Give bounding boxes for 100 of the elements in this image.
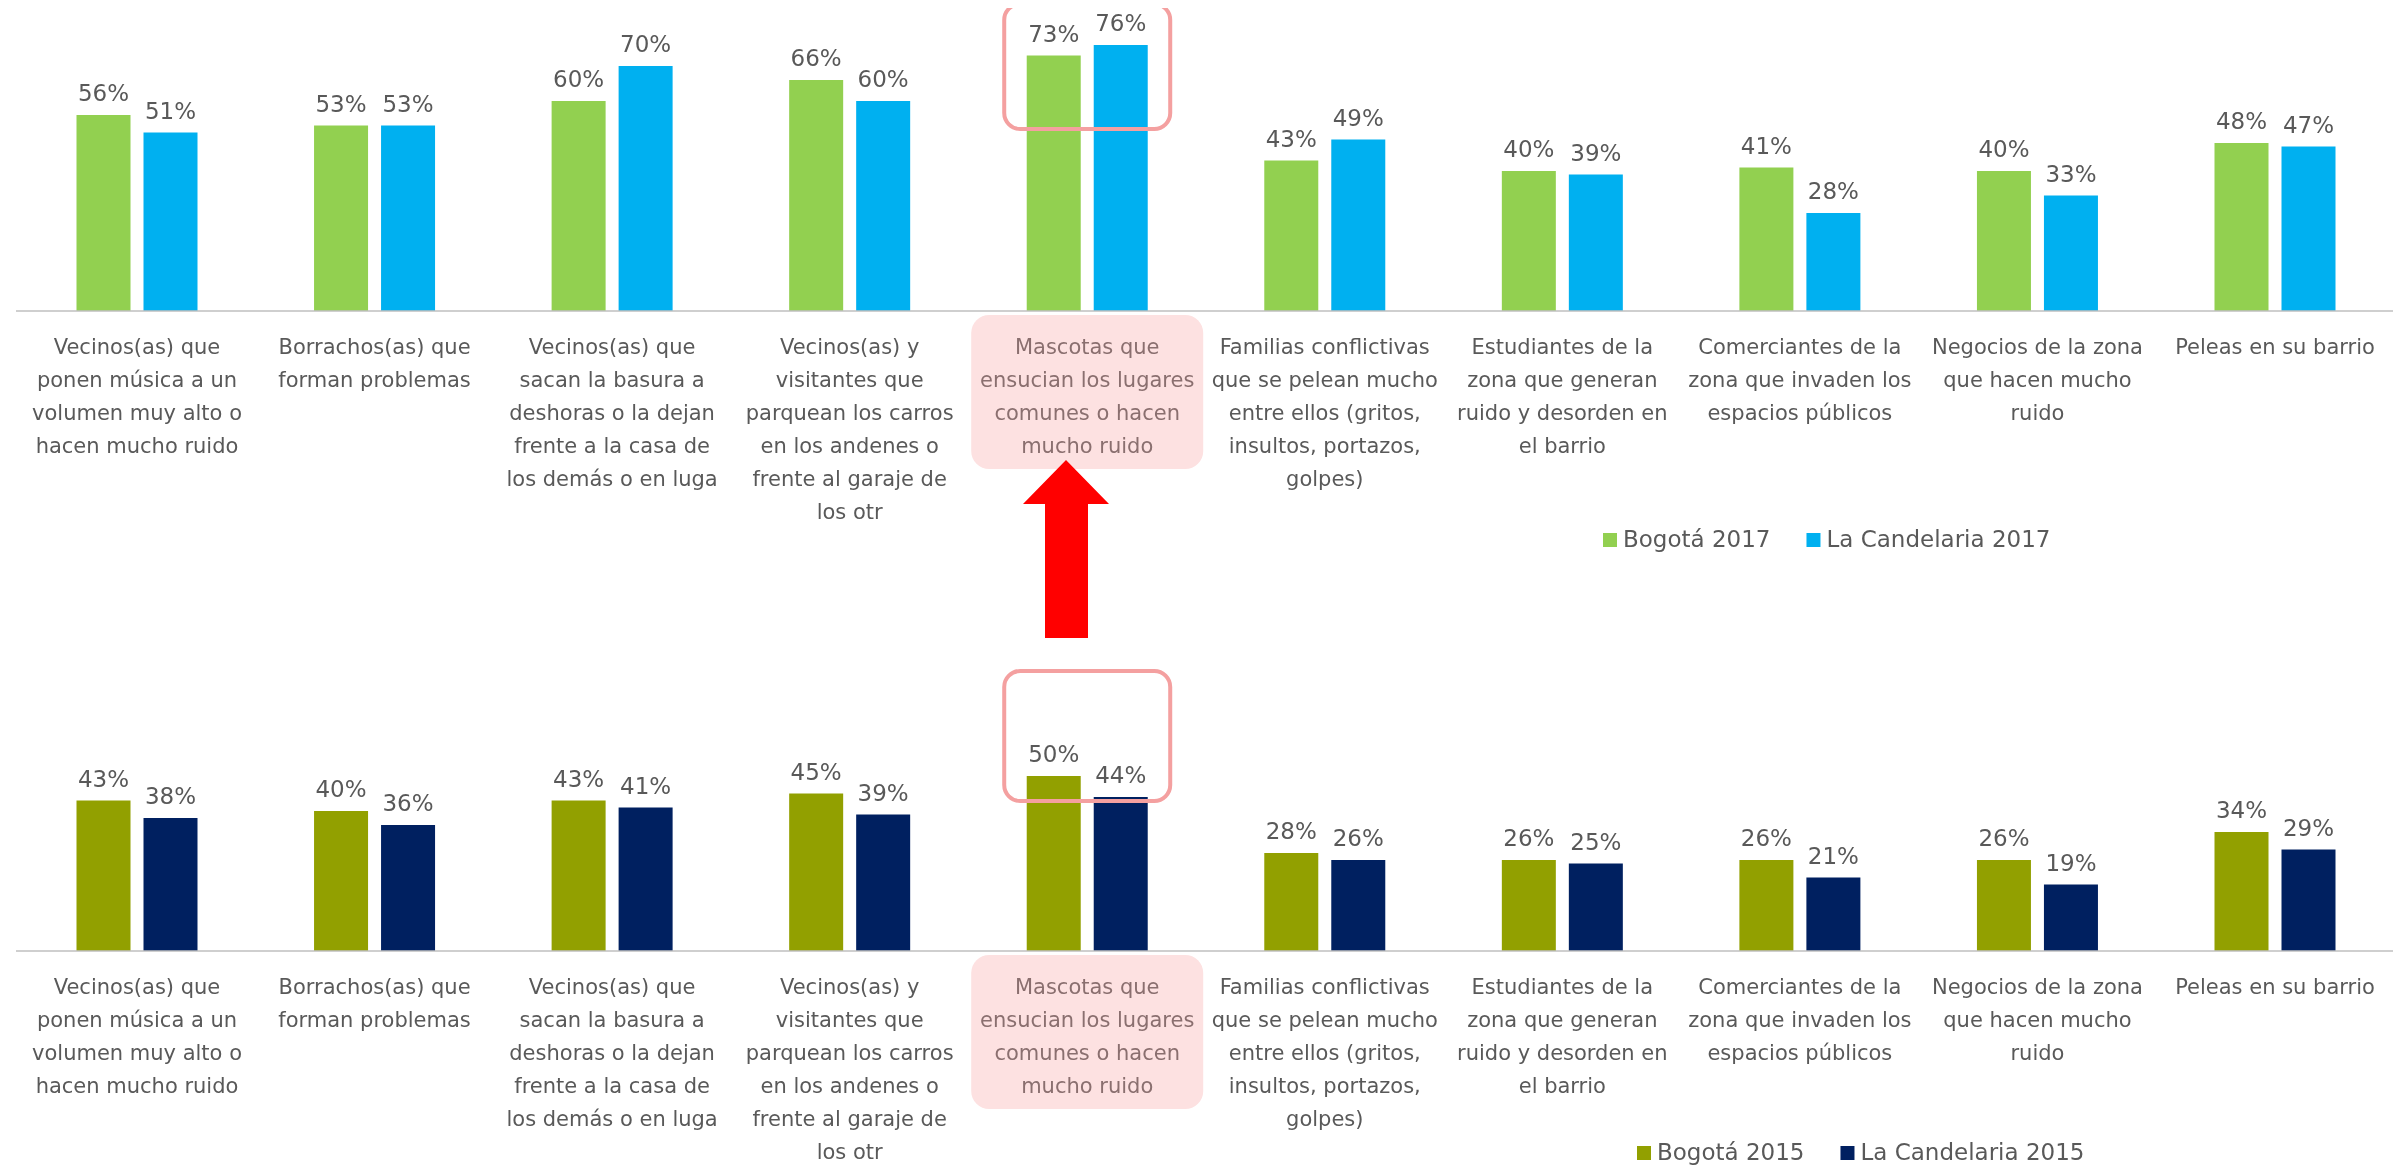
bar	[1093, 45, 1148, 311]
data-label: 28%	[1807, 178, 1859, 204]
x-tick-label: Familias conflictivas que se pelean mucho entre ellos (gritos, insultos, portazos, golpes)	[1211, 975, 1438, 1131]
data-label: 73%	[1028, 20, 1080, 47]
x-tick-label: Estudiantes de la zona que generan ruido y desorden en el barrio	[1457, 335, 1668, 458]
data-label: 26%	[1332, 825, 1384, 851]
x-tick-label: Vecinos(as) que ponen música a un volumen muy alto o hacen mucho ruido	[32, 975, 242, 1098]
bar	[856, 101, 911, 311]
bar	[381, 125, 436, 311]
bar	[2214, 832, 2269, 951]
x-tick-label: Comerciantes de la zona que invaden los espacios públicos	[1688, 335, 1912, 425]
data-label: 43%	[553, 765, 605, 792]
data-label: 70%	[620, 31, 672, 57]
bar	[1568, 863, 1623, 951]
bar	[1331, 139, 1386, 311]
bar	[1739, 167, 1794, 311]
legend-label: La Candelaria 2015	[1860, 1138, 2085, 1165]
data-label: 25%	[1570, 828, 1622, 855]
x-tick-label: Negocios de la zona que hacen mucho ruido	[1931, 975, 2143, 1065]
bar	[381, 825, 436, 951]
bar	[1026, 55, 1081, 311]
bar	[1026, 776, 1081, 951]
bar	[1976, 171, 2031, 311]
bar	[1976, 860, 2031, 951]
x-tick-label: Borrachos(as) que forman problemas	[278, 335, 471, 392]
bar	[1806, 877, 1861, 951]
data-label: 33%	[2045, 160, 2097, 187]
data-label: 53%	[315, 90, 367, 117]
data-label: 49%	[1332, 104, 1384, 131]
data-label: 47%	[2282, 111, 2335, 138]
data-label: 28%	[1265, 818, 1317, 844]
bar	[143, 818, 198, 951]
data-label: 43%	[1265, 125, 1317, 152]
x-tick-label: Comerciantes de la zona que invaden los espacios públicos	[1688, 975, 1912, 1065]
bar	[551, 101, 606, 311]
data-label: 41%	[1740, 132, 1792, 159]
data-label: 43%	[77, 765, 130, 792]
data-label: 19%	[2045, 849, 2097, 876]
x-tick-label: Mascotas que ensucian los lugares comunes o hacen mucho ruido	[980, 335, 1195, 458]
bar	[1264, 853, 1319, 951]
data-label: 40%	[315, 776, 367, 802]
legend-label: Bogotá 2017	[1623, 525, 1771, 552]
bar	[76, 800, 131, 951]
data-label: 44%	[1095, 762, 1147, 788]
bar	[314, 811, 369, 951]
data-label: 60%	[857, 66, 909, 92]
bar	[1568, 174, 1623, 311]
bar	[618, 66, 673, 311]
x-tick-label: Familias conflictivas que se pelean mucho entre ellos (gritos, insultos, portazos, golpes)	[1211, 335, 1438, 491]
bar	[1093, 797, 1148, 951]
data-label: 38%	[144, 783, 197, 809]
data-label: 34%	[2215, 797, 2268, 823]
bar	[1501, 171, 1556, 311]
bar	[2281, 849, 2336, 951]
bar	[143, 132, 198, 311]
data-label: 53%	[382, 90, 434, 117]
data-label: 45%	[790, 758, 842, 785]
data-label: 39%	[857, 779, 909, 806]
bar	[551, 800, 606, 951]
bar	[2043, 884, 2098, 951]
data-label: 40%	[1503, 136, 1555, 162]
data-label: 66%	[790, 45, 842, 71]
x-tick-label: Vecinos(as) que sacan la basura a deshoras o la dejan frente a la casa de los demás o en luga	[506, 335, 718, 491]
data-label: 48%	[2215, 108, 2268, 134]
bar	[314, 125, 369, 311]
bar	[1331, 860, 1386, 951]
x-tick-label: Peleas en su barrio	[2175, 335, 2375, 359]
legend-label: La Candelaria 2017	[1826, 525, 2051, 552]
x-tick-label: Peleas en su barrio	[2175, 975, 2375, 999]
data-label: 39%	[1570, 139, 1622, 166]
bar	[856, 814, 911, 951]
data-label: 26%	[1503, 825, 1555, 851]
data-label: 50%	[1028, 741, 1080, 767]
bar	[1806, 213, 1861, 311]
data-label: 76%	[1095, 10, 1147, 36]
data-label: 60%	[553, 66, 605, 92]
data-label: 29%	[2282, 814, 2335, 841]
x-tick-label: Vecinos(as) y visitantes que parquean los carros en los andenes o frente al garaje de los otr	[745, 335, 954, 524]
x-tick-label: Vecinos(as) que ponen música a un volumen muy alto o hacen mucho ruido	[32, 335, 242, 458]
data-label: 56%	[77, 80, 130, 106]
x-tick-label: Mascotas que ensucian los lugares comunes o hacen mucho ruido	[980, 975, 1195, 1098]
data-label: 26%	[1740, 825, 1792, 851]
x-tick-label: Vecinos(as) y visitantes que parquean los carros en los andenes o frente al garaje de los otr	[745, 975, 954, 1164]
bar	[2043, 195, 2098, 311]
data-label: 21%	[1807, 842, 1859, 869]
bar	[618, 807, 673, 951]
bar	[2214, 143, 2269, 311]
bar	[1501, 860, 1556, 951]
legend-label: Bogotá 2015	[1657, 1138, 1805, 1165]
data-label: 51%	[144, 97, 197, 124]
bar	[1264, 160, 1319, 311]
bar	[2281, 146, 2336, 311]
data-label: 41%	[620, 772, 672, 799]
x-tick-label: Negocios de la zona que hacen mucho ruido	[1931, 335, 2143, 425]
bar	[789, 80, 844, 311]
data-label: 40%	[1978, 136, 2030, 162]
data-label: 26%	[1978, 825, 2030, 851]
bar	[789, 793, 844, 951]
bar	[76, 115, 131, 311]
x-tick-label: Estudiantes de la zona que generan ruido y desorden en el barrio	[1457, 975, 1668, 1098]
